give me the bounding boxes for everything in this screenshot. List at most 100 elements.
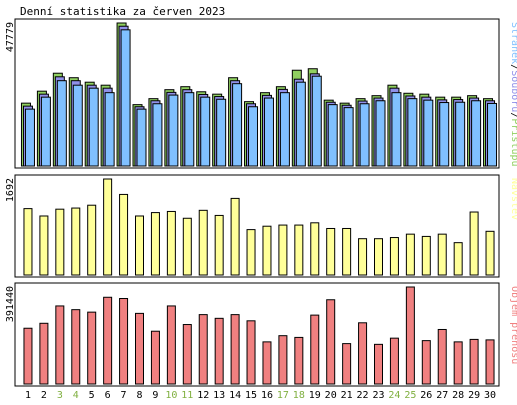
legend-entry: Stránek [509,22,517,64]
bar-objem-p-enosu-day-27 [437,328,447,385]
bar-n-v-t-v-day-20 [326,227,336,276]
bar-objem-p-enosu-day-19 [310,314,320,385]
bar-n-v-t-v-day-5 [87,204,97,276]
bar-str-nek-day-30 [487,102,498,167]
day-label-19: 19 [309,390,321,401]
legend: Objem přenosu [509,286,517,364]
bar-str-nek-day-13 [216,98,227,167]
bar-n-v-t-v-day-19 [310,222,320,276]
bar-n-v-t-v-day-15 [246,229,256,276]
bar-str-nek-day-11 [184,92,195,167]
bar-n-v-t-v-day-27 [437,233,447,276]
day-label-29: 29 [468,390,480,401]
day-label-11: 11 [181,390,193,401]
day-label-20: 20 [325,390,337,401]
bar-str-nek-day-4 [72,84,83,167]
bar-n-v-t-v-day-13 [214,214,224,276]
bar-str-nek-day-24 [391,92,402,167]
bar-objem-p-enosu-day-11 [182,324,192,385]
bar-str-nek-day-23 [375,100,386,167]
bar-n-v-t-v-day-25 [405,233,415,276]
day-label-13: 13 [213,390,225,401]
bar-str-nek-day-10 [168,94,179,167]
day-label-24: 24 [388,390,400,401]
bar-n-v-t-v-day-29 [469,211,479,276]
bar-n-v-t-v-day-7 [119,193,129,276]
bar-str-nek-day-21 [343,107,354,167]
day-label-26: 26 [420,390,432,401]
bar-n-v-t-v-day-24 [389,237,399,276]
bar-objem-p-enosu-day-7 [119,298,129,385]
bar-n-v-t-v-day-22 [358,238,368,276]
day-label-1: 1 [25,390,31,401]
day-label-5: 5 [89,390,95,401]
bar-objem-p-enosu-day-15 [246,320,256,385]
day-label-4: 4 [73,390,79,401]
bar-str-nek-day-17 [279,92,290,167]
day-label-8: 8 [136,390,142,401]
bar-n-v-t-v-day-16 [262,225,272,276]
bar-objem-p-enosu-day-5 [87,311,97,385]
day-label-30: 30 [484,390,496,401]
bar-objem-p-enosu-day-3 [55,305,65,385]
day-axis-labels: 1 2 3 4 5 6 7 8 9 10 11 12 13 14 15 16 17 18 19 20 21 22 23 24 2… [25,390,496,401]
volume-panel: 391440 Objem přenosu [5,282,517,387]
bar-objem-p-enosu-day-21 [342,343,352,385]
bar-objem-p-enosu-day-20 [326,299,336,385]
bar-objem-p-enosu-day-13 [214,317,224,385]
legend-entry: Přístupů [509,118,517,166]
bar-str-nek-day-28 [455,101,466,167]
bar-str-nek-day-16 [263,97,274,167]
bar-objem-p-enosu-day-10 [166,305,176,385]
bar-n-v-t-v-day-8 [135,215,144,276]
day-label-25: 25 [404,390,416,401]
bar-objem-p-enosu-day-16 [262,341,272,385]
visits-panel: 1692 Návštěv [5,174,517,278]
panel-frame [14,174,500,278]
bar-str-nek-day-19 [311,75,322,167]
day-label-18: 18 [293,390,305,401]
legend-entry: Souborů [509,70,517,112]
bar-str-nek-day-3 [56,80,67,167]
day-label-6: 6 [105,390,111,401]
bar-objem-p-enosu-day-12 [198,314,208,385]
day-label-7: 7 [121,390,127,401]
day-label-14: 14 [229,390,241,401]
chart-panels: 47779Stránek/Souborů/Přístupů1692Návštěv… [5,18,517,387]
bar-n-v-t-v-day-18 [294,224,304,276]
panel-frame [14,282,500,387]
bar-str-nek-day-2 [40,96,51,167]
day-label-2: 2 [41,390,47,401]
bar-str-nek-day-20 [327,104,338,167]
bar-objem-p-enosu-day-30 [485,339,495,385]
bar-objem-p-enosu-day-29 [469,338,479,385]
bar-n-v-t-v-day-23 [374,238,383,276]
bar-str-nek-day-1 [24,108,35,167]
legend: Stránek/Souborů/Přístupů [509,22,517,167]
day-label-10: 10 [165,390,177,401]
bar-str-nek-day-26 [423,99,434,167]
day-label-21: 21 [341,390,353,401]
bar-str-nek-day-29 [471,100,482,167]
bar-objem-p-enosu-day-18 [294,336,304,385]
bar-objem-p-enosu-day-23 [374,343,383,385]
bar-objem-p-enosu-day-8 [135,312,144,385]
bar-n-v-t-v-day-9 [150,212,160,276]
bar-objem-p-enosu-day-6 [103,296,113,385]
bar-n-v-t-v-day-3 [55,208,65,276]
bar-objem-p-enosu-day-9 [150,330,160,385]
day-label-15: 15 [245,390,257,401]
bar-n-v-t-v-day-2 [39,215,49,276]
bar-objem-p-enosu-day-26 [421,340,431,385]
bar-objem-p-enosu-day-24 [389,337,399,385]
legend-entry: / [509,112,517,118]
bar-n-v-t-v-day-21 [342,227,352,276]
bar-objem-p-enosu-day-17 [278,335,288,385]
y-max-label: 391440 [5,286,16,322]
bar-objem-p-enosu-day-4 [71,309,81,385]
bar-n-v-t-v-day-26 [421,235,431,276]
bar-n-v-t-v-day-6 [103,178,113,276]
day-label-23: 23 [372,390,384,401]
panel-frame [14,18,500,169]
